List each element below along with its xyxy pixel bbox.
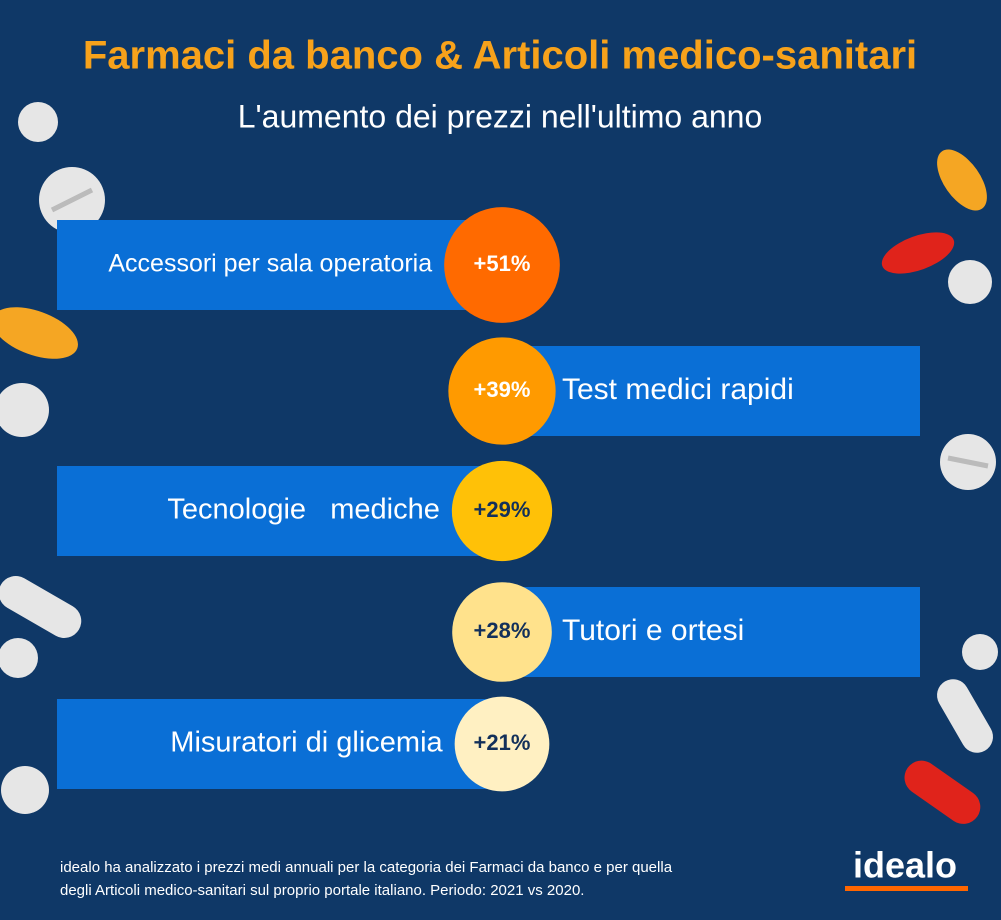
bar [57, 220, 502, 310]
category-label: Tecnologie mediche [167, 494, 439, 526]
bar [57, 699, 502, 789]
note-line: idealo ha analizzato i prezzi medi annua… [60, 859, 673, 876]
value-circle [444, 207, 560, 323]
value-circle [451, 460, 553, 562]
value-circle [454, 696, 550, 792]
decoration [0, 102, 998, 824]
logo-underline [845, 886, 968, 891]
value-label: +28% [474, 618, 531, 643]
value-label: +29% [474, 497, 531, 522]
title: Farmaci da banco & Articoli medico-sanit… [83, 34, 917, 78]
category-label: Misuratori di glicemia [170, 727, 443, 759]
bar [502, 587, 920, 677]
category-label: Test medici rapidi [562, 373, 794, 406]
value-circle [448, 337, 556, 445]
bar [57, 466, 502, 556]
note-line: degli Articoli medico-sanitari sul propr… [60, 882, 584, 899]
category-label: Accessori per sala operatoria [108, 250, 432, 278]
bar [502, 346, 920, 436]
value-circle [452, 582, 552, 682]
value-label: +21% [474, 730, 531, 755]
subtitle: L'aumento dei prezzi nell'ultimo anno [238, 98, 763, 134]
logo: idealo [853, 845, 957, 886]
category-label: Tutori e ortesi [562, 614, 744, 647]
value-label: +39% [474, 377, 531, 402]
value-label: +51% [474, 251, 531, 276]
